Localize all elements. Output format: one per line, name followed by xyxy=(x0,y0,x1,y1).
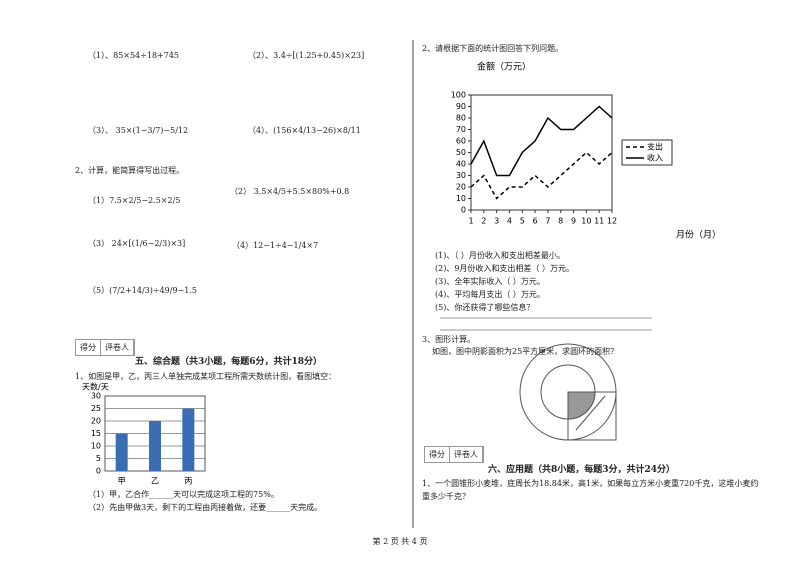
problem: （2）、3.4÷[(1.25+0.45)×23] xyxy=(248,51,365,60)
question: (5)、你还获得了哪些信息？ xyxy=(435,303,535,312)
x-axis-label: 月份（月） xyxy=(676,229,721,241)
y-tick-label: 70 xyxy=(456,125,466,134)
score-label: 得分 xyxy=(425,447,450,462)
problem: （3） 24×[(1/6−2/3)×3] xyxy=(88,239,186,248)
x-tick-label: 10 xyxy=(581,217,591,226)
question: （1）甲，乙合作______天可以完成这项工程的75%。 xyxy=(88,490,279,499)
question: 2、请根据下面的统计图回答下列问题。 xyxy=(422,44,564,53)
plot-frame xyxy=(470,94,613,211)
problem: （4）12−1÷4−1/4×7 xyxy=(232,241,319,250)
problem: （1）、85×54÷18+745 xyxy=(88,51,180,60)
bar xyxy=(149,421,161,471)
problem: （4）、(156×4/13−26)×8/11 xyxy=(248,126,361,135)
section-title: 六、应用题（共8小题，每题3分，共计24分） xyxy=(488,465,676,475)
section-title: 五、综合题（共3小题，每题6分，共计18分） xyxy=(135,357,323,367)
y-tick-label: 10 xyxy=(456,194,466,203)
problem: （5）(7/2+14/3)÷49/9−1.5 xyxy=(88,286,197,295)
score-label: 得分 xyxy=(76,340,101,355)
y-tick-label: 20 xyxy=(91,417,101,426)
question: (1)、（ ）月份收入和支出相差最小。 xyxy=(435,251,565,260)
y-tick-label: 20 xyxy=(456,183,466,192)
y-tick-label: 10 xyxy=(91,442,101,451)
question: 如图，图中阴影面积为25平方厘米，求圆环的面积？ xyxy=(432,347,619,356)
ring-figure xyxy=(519,343,617,441)
y-tick-label: 5 xyxy=(96,454,101,463)
series-line xyxy=(470,151,613,200)
problem: （3）、 35×(1−3/7)−5/12 xyxy=(88,126,189,135)
series-line xyxy=(470,105,613,177)
question: 1、如图是甲，乙，丙三人单独完成某项工程所需天数统计图，看图填空： xyxy=(75,372,337,381)
y-tick-label: 30 xyxy=(456,171,466,180)
x-tick-label: 8 xyxy=(558,217,563,226)
question: 1、一个圆锥形小麦堆，底周长为18.84米，高1米，如果每立方米小麦重720千克… xyxy=(422,479,759,501)
x-tick-label: 7 xyxy=(545,217,550,226)
x-tick-label: 3 xyxy=(494,217,499,226)
x-tick-label: 5 xyxy=(520,217,525,226)
grader-label: 评卷人 xyxy=(101,340,134,355)
question: （2）先由甲做3天，剩下的工程由丙接着做，还要______天完成。 xyxy=(88,503,323,512)
y-tick-label: 30 xyxy=(91,392,101,401)
problem: （2） 3.5×4/5+5.5×80%+0.8 xyxy=(230,187,350,196)
question: (2)、9月份收入和支出相差（ ）万元。 xyxy=(435,264,574,273)
y-tick-label: 0 xyxy=(461,206,466,215)
x-tick-label: 乙 xyxy=(151,477,159,486)
x-tick-label: 11 xyxy=(594,217,604,226)
y-tick-label: 80 xyxy=(456,114,466,123)
y-tick-label: 0 xyxy=(96,467,101,476)
heading: 2、计算，能简算得写出过程。 xyxy=(75,166,185,175)
grader-label: 评卷人 xyxy=(450,447,483,462)
legend-label: 收入 xyxy=(647,153,663,163)
legend-label: 支出 xyxy=(647,142,663,152)
bar xyxy=(115,433,128,471)
bar xyxy=(182,408,195,471)
x-tick-label: 1 xyxy=(468,217,473,226)
problem: （1）7.5×2/5−2.5×2/5 xyxy=(88,196,181,205)
x-tick-label: 12 xyxy=(607,217,617,226)
x-tick-label: 4 xyxy=(507,217,512,226)
y-tick-label: 25 xyxy=(91,404,101,413)
y-tick-label: 15 xyxy=(91,429,101,438)
y-tick-label: 50 xyxy=(456,148,466,157)
y-axis-label: 天数/天 xyxy=(82,382,109,392)
x-tick-label: 2 xyxy=(481,217,486,226)
question: (3)、全年实际收入（ ）万元。 xyxy=(435,277,545,286)
x-tick-label: 丙 xyxy=(184,477,192,486)
y-tick-label: 90 xyxy=(456,102,466,111)
y-tick-label: 60 xyxy=(456,137,466,146)
question: 3、图形计算。 xyxy=(422,335,476,344)
legend-box xyxy=(621,139,673,166)
x-tick-label: 9 xyxy=(571,217,576,226)
footer: 第 2 页 共 4 页 xyxy=(372,537,428,546)
y-tick-label: 100 xyxy=(451,91,466,100)
y-tick-label: 40 xyxy=(456,160,466,169)
score-box: 得分 评卷人 xyxy=(75,339,135,356)
question: (4)、平均每月支出（ ）万元。 xyxy=(435,290,545,299)
x-tick-label: 甲 xyxy=(118,477,126,486)
chart-title: 金额（万元） xyxy=(477,61,531,73)
score-box: 得分 评卷人 xyxy=(424,446,484,463)
x-tick-label: 6 xyxy=(533,217,538,226)
